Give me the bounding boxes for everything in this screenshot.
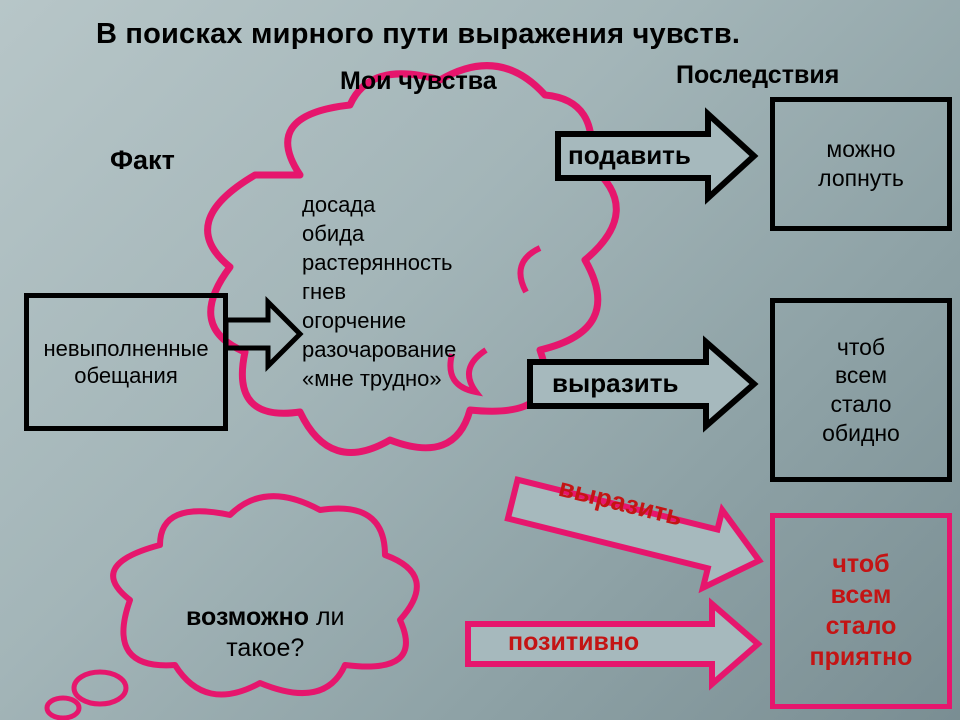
outcome-suppress: можно лопнуть [770, 97, 952, 231]
question-line1: возможно ли [186, 602, 345, 633]
arrow-express-black-label: выразить [552, 368, 678, 399]
outcome-line: лопнуть [775, 164, 947, 193]
fact-line2: обещания [29, 362, 223, 390]
question-line2: такое? [186, 633, 345, 664]
arrow-suppress-label: подавить [568, 140, 691, 171]
feeling-item: «мне трудно» [302, 364, 456, 393]
question-bold: возможно [186, 603, 309, 631]
outcome-line: обидно [775, 419, 947, 448]
outcome-express-bad: чтоб всем стало обидно [770, 298, 952, 482]
feeling-item: гнев [302, 277, 456, 306]
label-consequence: Последствия [676, 61, 839, 90]
outcome-line: чтоб [775, 333, 947, 362]
outcome-line: всем [775, 580, 947, 611]
outcome-line: чтоб [775, 549, 947, 580]
fact-box: невыполненные обещания [24, 293, 228, 431]
feeling-item: растерянность [302, 248, 456, 277]
page-title: В поисках мирного пути выражения чувств. [96, 18, 740, 51]
arrow-positive-label: позитивно [508, 628, 639, 657]
arrow-fact-to-cloud [226, 302, 300, 366]
outcome-line: приятно [775, 642, 947, 673]
feelings-list: досада обида растерянность гнев огорчени… [302, 190, 456, 393]
label-feelings: Мои чувства [340, 67, 497, 96]
fact-line1: невыполненные [29, 335, 223, 363]
question-rest: ли [316, 603, 345, 631]
label-fact: Факт [110, 145, 175, 176]
diagram-stage: В поисках мирного пути выражения чувств.… [0, 0, 960, 720]
feeling-item: досада [302, 190, 456, 219]
outcome-express-good: чтоб всем стало приятно [770, 513, 952, 709]
arrow-express-pink [503, 460, 769, 599]
outcome-line: стало [775, 390, 947, 419]
feeling-item: разочарование [302, 335, 456, 364]
feeling-item: обида [302, 219, 456, 248]
question-cloud-text: возможно ли такое? [186, 602, 345, 665]
outcome-line: всем [775, 361, 947, 390]
feeling-item: огорчение [302, 306, 456, 335]
outcome-line: стало [775, 611, 947, 642]
outcome-line: можно [775, 135, 947, 164]
